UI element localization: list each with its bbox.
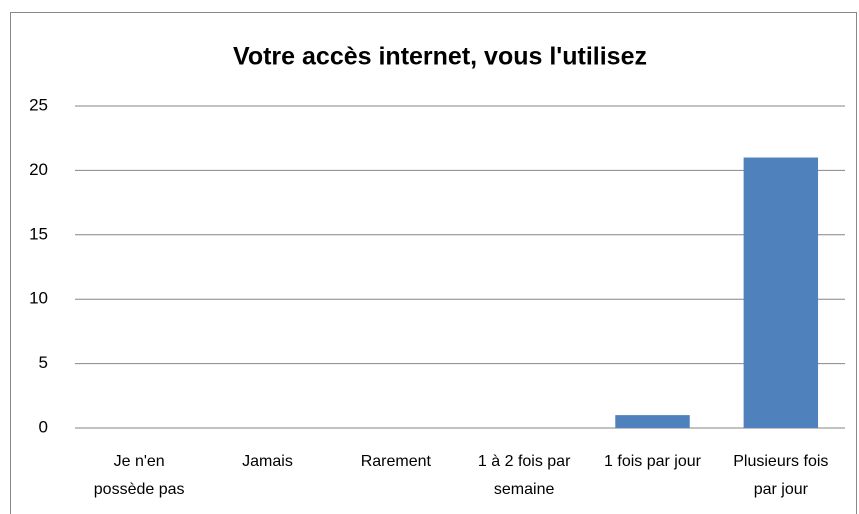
x-tick-label: 1 fois par jour	[604, 453, 701, 470]
y-tick-label: 25	[29, 95, 48, 114]
chart-frame	[10, 12, 857, 514]
y-tick-label: 20	[29, 160, 48, 179]
x-tick-label: Je n'en possède pas	[93, 453, 185, 498]
x-tick-label: Rarement	[360, 453, 431, 470]
y-tick-label: 5	[39, 353, 48, 372]
x-tick-label: 1 à 2 fois par semaine	[477, 453, 571, 498]
bar	[743, 157, 819, 428]
x-tick-label: Plusieurs fois par jour	[733, 453, 829, 498]
y-tick-label: 15	[29, 224, 48, 243]
y-tick-label: 0	[39, 417, 48, 436]
y-tick-label: 10	[29, 289, 48, 308]
x-tick-label: Jamais	[242, 453, 293, 470]
chart-title: Votre accès internet, vous l'utilisez	[233, 43, 647, 71]
bar	[615, 415, 690, 428]
